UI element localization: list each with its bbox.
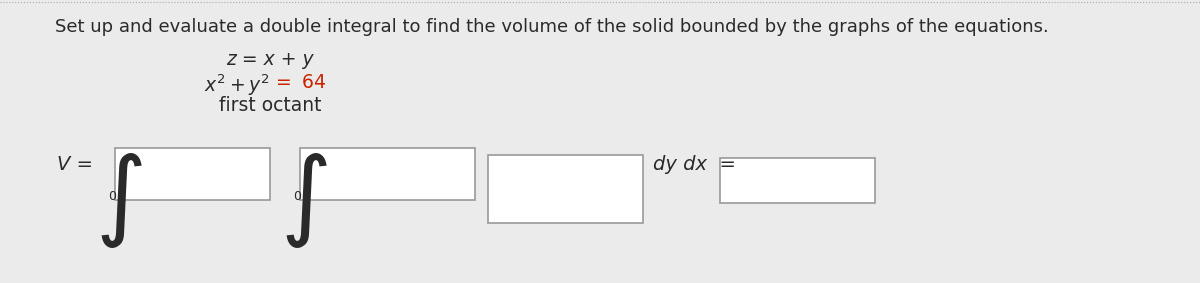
Text: Set up and evaluate a double integral to find the volume of the solid bounded by: Set up and evaluate a double integral to… [55, 18, 1049, 36]
Bar [300, 148, 475, 200]
Text: $0$: $0$ [293, 190, 302, 203]
Text: dy dx  =: dy dx = [653, 155, 736, 175]
Bar [488, 155, 643, 223]
Text: $\int$: $\int$ [95, 151, 143, 250]
Text: V =: V = [58, 155, 94, 175]
Bar [115, 148, 270, 200]
Text: $= \ 64$: $= \ 64$ [272, 73, 326, 92]
Text: first octant: first octant [218, 96, 322, 115]
Text: $\int$: $\int$ [280, 151, 328, 250]
Text: z = x + y: z = x + y [226, 50, 314, 69]
Text: $x^2 + y^2$: $x^2 + y^2$ [204, 73, 270, 98]
Bar [720, 158, 875, 203]
Text: $0$: $0$ [108, 190, 118, 203]
